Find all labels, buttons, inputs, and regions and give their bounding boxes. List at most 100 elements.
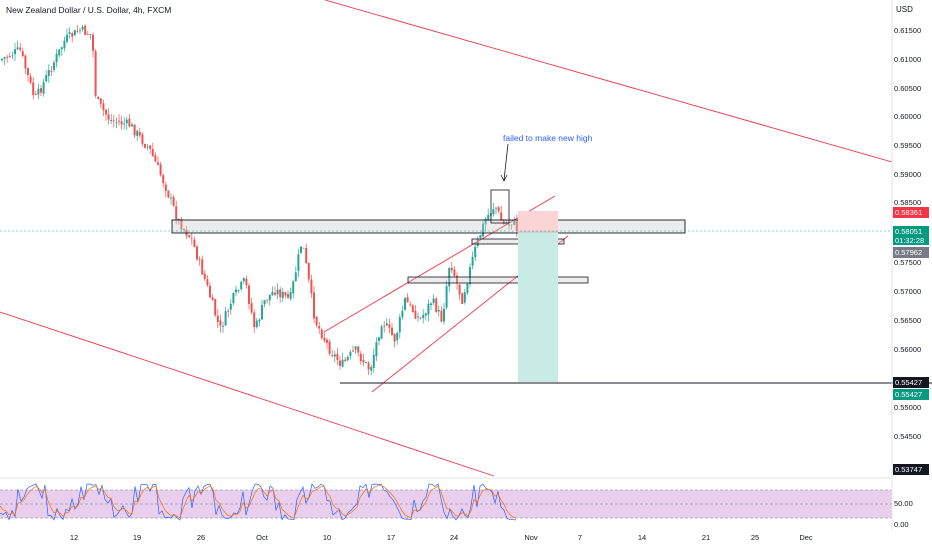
candle-body (440, 310, 443, 322)
time-label: 7 (577, 533, 583, 542)
candle-body (159, 164, 162, 176)
candle-body (318, 326, 321, 329)
candle-body (71, 33, 74, 37)
candle-body (453, 269, 456, 276)
candle-body (466, 283, 469, 293)
candle-body (261, 305, 263, 320)
candle-body (310, 279, 313, 294)
candle-body (16, 47, 19, 50)
time-label: 26 (196, 533, 206, 542)
candle-body (216, 315, 219, 322)
candle-body (294, 272, 297, 282)
stop-loss-area (518, 211, 558, 232)
candle-body (66, 34, 68, 42)
candle-body (188, 235, 191, 238)
candle-body (144, 144, 146, 148)
annotation-text[interactable]: failed to make new high (503, 133, 593, 143)
candle-body (497, 207, 500, 212)
candle-body (484, 218, 487, 225)
candle-body (3, 57, 6, 59)
currency-label: USD (896, 5, 913, 14)
candle-body (240, 281, 243, 290)
candle-body (437, 310, 440, 312)
high-box (490, 189, 510, 224)
candle-body (508, 224, 510, 226)
price-tag-timer: 01:32:28 (893, 235, 929, 245)
candle-body (357, 346, 360, 353)
candle-body (479, 234, 482, 238)
time-label: 24 (449, 533, 459, 542)
rsi-k-line (0, 483, 517, 521)
rsi-d-line (0, 484, 517, 519)
candle-body (53, 62, 55, 71)
candle-body (365, 362, 367, 363)
candle-body (463, 292, 466, 303)
candle-body (8, 56, 11, 57)
candle-body (177, 218, 180, 220)
candle-body (50, 71, 53, 72)
price-label: 0.55000 (894, 403, 922, 412)
candle-body (45, 75, 48, 82)
candle-body (375, 342, 378, 357)
candle-body (336, 353, 339, 360)
candle-body (326, 339, 328, 343)
candle-body (443, 308, 445, 322)
chart-title: New Zealand Dollar / U.S. Dollar, 4h, FX… (6, 5, 172, 15)
candle-body (435, 298, 438, 313)
candle-body (281, 291, 284, 299)
candle-body (27, 68, 29, 76)
candle-body (183, 229, 185, 230)
candle-body (47, 70, 50, 77)
candle-body (258, 319, 261, 322)
candle-body (388, 324, 391, 328)
candle-body (162, 175, 165, 184)
price-label: 0.56500 (894, 316, 922, 325)
candle-body (349, 351, 352, 356)
candle-body (154, 155, 157, 162)
candle-body (157, 162, 159, 165)
time-label: Nov (524, 533, 538, 542)
candle-body (289, 292, 292, 299)
candle-body (193, 239, 196, 247)
time-label: Dec (799, 533, 813, 542)
candle-body (302, 247, 305, 249)
candle-body (268, 294, 271, 301)
candle-body (471, 257, 474, 266)
candle-body (469, 267, 471, 285)
candle-body (107, 114, 110, 120)
candle-body (354, 346, 357, 350)
candle-body (307, 263, 310, 280)
candles (1, 24, 518, 376)
candle-body (341, 359, 344, 367)
candle-body (372, 354, 375, 368)
candle-body (276, 289, 279, 295)
rising-channel-upper (323, 195, 556, 333)
candle-body (19, 47, 22, 50)
candle-body (89, 34, 92, 35)
candle-body (203, 273, 206, 280)
candle-body (406, 297, 409, 303)
candle-body (474, 246, 477, 258)
candle-body (359, 353, 362, 362)
candle-body (58, 49, 61, 56)
candle-body (505, 223, 508, 225)
candle-body (313, 292, 315, 319)
candle-body (125, 119, 128, 124)
candle-body (55, 53, 58, 63)
candle-body (229, 303, 232, 310)
price-label: 0.58500 (894, 198, 922, 207)
price-tag-green-low: 0.55427 (893, 389, 929, 400)
candle-body (513, 221, 516, 225)
candle-body (432, 298, 435, 303)
candle-body (385, 323, 388, 326)
channel-upper-line (324, 0, 893, 163)
candle-body (284, 292, 287, 296)
candle-body (495, 207, 497, 209)
candle-body (383, 325, 386, 327)
candle-body (29, 76, 32, 83)
rsi-label: 0.00 (894, 520, 909, 529)
candle-body (297, 254, 300, 271)
price-label: 0.57000 (894, 287, 922, 296)
candle-body (141, 134, 144, 144)
